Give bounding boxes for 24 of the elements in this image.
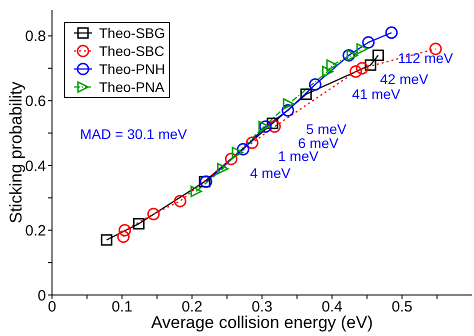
annotation: 42 meV — [380, 71, 428, 87]
y-tick-label: 0.4 — [25, 158, 46, 175]
x-axis-title: Average collision energy (eV) — [151, 313, 373, 332]
x-tick-label: 0.3 — [252, 298, 272, 316]
x-tick-label: 0.1 — [112, 298, 132, 316]
annotation: MAD = 30.1 meV — [80, 126, 187, 142]
y-tick-label: 0.6 — [25, 93, 46, 110]
legend-label: Theo-SBG — [99, 24, 166, 42]
annotation: 1 meV — [278, 148, 318, 164]
y-axis-title: Sticking probability — [6, 81, 26, 224]
legend-label: Theo-SBC — [99, 42, 164, 60]
annotation: 41 meV — [352, 86, 400, 102]
x-tick-label: 0.2 — [182, 298, 202, 316]
legend-label: Theo-PNH — [99, 60, 166, 78]
y-tick-label: 0 — [38, 287, 46, 304]
y-tick-label: 0.2 — [25, 222, 46, 240]
annotation: 6 meV — [298, 135, 338, 151]
annotation: 4 meV — [250, 165, 290, 181]
legend-label: Theo-PNA — [99, 78, 164, 96]
x-tick-label: 0.4 — [322, 298, 342, 316]
y-tick-label: 0.8 — [25, 28, 46, 46]
annotation: 112 meV — [398, 50, 453, 66]
x-tick-label: 0.5 — [392, 298, 412, 316]
annotation: 5 meV — [306, 121, 346, 137]
